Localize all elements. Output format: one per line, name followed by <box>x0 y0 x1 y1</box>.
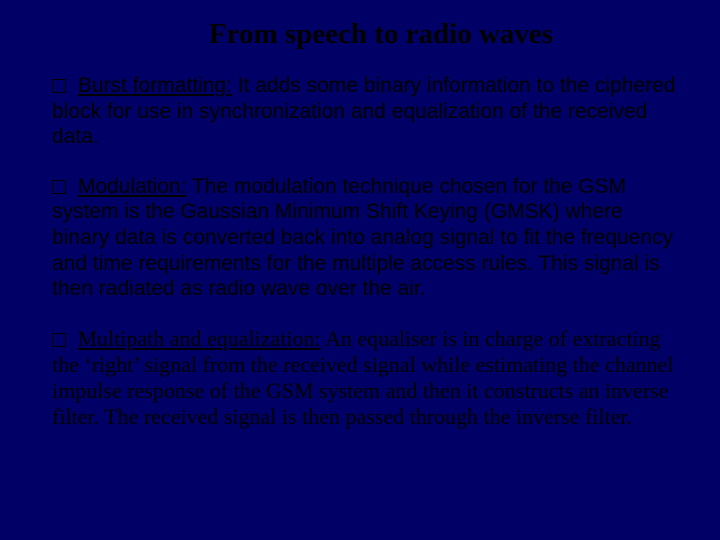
bullet-text: Burst formatting: It adds some binary in… <box>52 74 675 148</box>
bullet-text: Modulation: The modulation technique cho… <box>52 175 673 300</box>
bullet-text: Multipath and equalization: An equaliser… <box>52 326 674 429</box>
bullet-label: Modulation: <box>78 175 187 198</box>
square-bullet-icon <box>52 333 66 347</box>
square-bullet-icon <box>52 79 66 93</box>
bullet-label: Burst formatting: <box>78 74 232 97</box>
bullet-item: Modulation: The modulation technique cho… <box>52 174 680 302</box>
square-bullet-icon <box>52 180 66 194</box>
bullet-item: Burst formatting: It adds some binary in… <box>52 73 680 150</box>
bullet-item: Multipath and equalization: An equaliser… <box>52 326 680 430</box>
bullet-label: Multipath and equalization: <box>78 326 321 351</box>
slide-title: From speech to radio waves <box>52 18 680 51</box>
